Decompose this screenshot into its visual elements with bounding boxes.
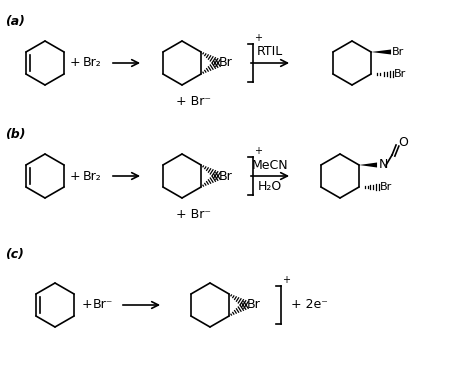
Text: Br: Br — [219, 56, 233, 69]
Text: RTIL: RTIL — [257, 45, 283, 58]
Text: +: + — [254, 33, 262, 43]
Text: Br: Br — [394, 69, 406, 79]
Polygon shape — [359, 162, 377, 168]
Text: + 2e⁻: + 2e⁻ — [291, 299, 328, 311]
Text: Br⁻: Br⁻ — [93, 299, 113, 311]
Text: +: + — [70, 56, 80, 69]
Text: +: + — [70, 169, 80, 183]
Text: + Br⁻: + Br⁻ — [176, 95, 211, 108]
Text: Br: Br — [219, 169, 233, 183]
Text: Br₂: Br₂ — [82, 169, 101, 183]
Text: (b): (b) — [5, 128, 26, 141]
Text: N: N — [379, 159, 388, 172]
Polygon shape — [371, 49, 391, 55]
Text: H₂O: H₂O — [258, 180, 282, 193]
Text: +: + — [282, 275, 290, 285]
Text: (c): (c) — [5, 248, 24, 261]
Text: Br: Br — [392, 47, 404, 57]
Text: Br₂: Br₂ — [82, 56, 101, 69]
Text: Br: Br — [380, 182, 392, 192]
Text: +: + — [82, 299, 92, 311]
Text: (a): (a) — [5, 15, 25, 28]
Text: Br: Br — [247, 299, 261, 311]
Text: O: O — [398, 137, 408, 149]
Text: + Br⁻: + Br⁻ — [176, 208, 211, 221]
Text: +: + — [254, 146, 262, 156]
Text: MeCN: MeCN — [252, 159, 288, 172]
